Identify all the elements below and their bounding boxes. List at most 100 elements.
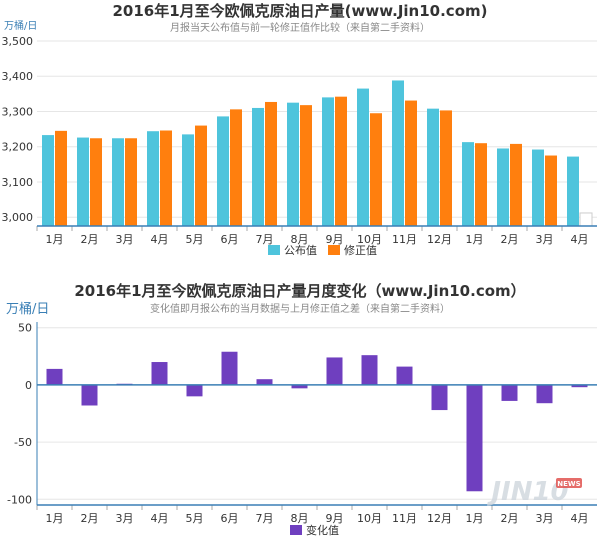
chart1-y-tick: 3,000 [2, 211, 34, 224]
chart2-bar [536, 384, 553, 404]
chart1-bar [370, 113, 382, 226]
chart1-x-tick: 6月 [221, 233, 239, 246]
chart1-y-unit: 万桶/日 [4, 19, 37, 32]
chart2-x-tick: 10月 [357, 512, 382, 525]
chart1-x-tick: 2月 [81, 233, 99, 246]
chart1-bar [300, 105, 312, 226]
chart2-legend: 变化值 [290, 523, 339, 537]
chart1-bar [427, 108, 439, 226]
chart1-title: 2016年1月至今欧佩克原油日产量(www.Jin10.com) [112, 2, 487, 20]
chart1-axis: 3,000 3,100 3,200 3,300 3,400 3,500 1月 2月 3月 4月 5月… [2, 35, 597, 246]
chart1-y-tick: 3,500 [2, 35, 34, 48]
chart2-x-tick: 2月 [501, 512, 519, 525]
chart1-x-tick: 7月 [256, 233, 274, 246]
chart2-bar [326, 357, 343, 385]
chart1-legend: 公布值 修正值 [268, 243, 377, 257]
chart1-x-tick: 9月 [326, 233, 344, 246]
chart2-x-tick: 5月 [186, 512, 204, 525]
chart1-bar [77, 137, 89, 226]
chart1-y-tick: 3,400 [2, 70, 34, 83]
chart2-axis: 50 0 -50 -100 1月 2月 3月 4月 5月 6月 7月 8月 9月 10月 11月 12月 1月 2… [7, 322, 597, 525]
chart1-bar [217, 116, 229, 226]
chart1-bar [405, 100, 417, 226]
chart1-bar [160, 130, 172, 226]
chart2-bar [501, 384, 518, 401]
chart1-bar [182, 134, 194, 226]
chart1-bar [567, 156, 579, 226]
chart1-bar [195, 125, 207, 226]
chart2-bar [221, 351, 238, 385]
chart1-bar [545, 155, 557, 226]
chart2-bar [361, 355, 378, 385]
chart1-legend-label: 公布值 [284, 244, 317, 257]
chart2-x-tick: 7月 [256, 512, 274, 525]
chart1-bar [475, 143, 487, 226]
chart1-bar [230, 109, 242, 226]
chart1-x-tick: 11月 [392, 233, 417, 246]
chart2-x-tick: 6月 [221, 512, 239, 525]
chart1-legend-label: 修正值 [344, 243, 377, 257]
chart2-title: 2016年1月至今欧佩克原油日产量月度变化（www.Jin10.com） [74, 282, 525, 300]
chart1-bar [532, 149, 544, 226]
chart1-x-tick: 2月 [501, 233, 519, 246]
chart2-bar [571, 384, 588, 388]
chart2-x-tick: 1月 [466, 512, 484, 525]
chart2-x-tick: 8月 [291, 512, 309, 525]
chart2-bar [396, 366, 413, 385]
chart2-x-tick: 3月 [536, 512, 554, 525]
chart2-bar [466, 384, 483, 492]
chart1-x-tick: 10月 [357, 233, 382, 246]
chart2-x-tick: 3月 [116, 512, 134, 525]
chart2-bar [431, 384, 448, 411]
chart2-y-unit: 万桶/日 [6, 302, 49, 317]
chart1-bar [335, 96, 347, 226]
chart2-x-tick: 2月 [81, 512, 99, 525]
chart2-x-tick: 1月 [46, 512, 64, 525]
chart1-x-tick: 12月 [427, 233, 452, 246]
jin10-watermark: JIN10 [486, 477, 568, 507]
chart2-x-tick: 11月 [392, 512, 417, 525]
chart2-y-tick: 0 [25, 379, 32, 392]
chart2-x-tick: 12月 [427, 512, 452, 525]
chart2-bar [256, 379, 273, 385]
chart1-bar [287, 102, 299, 226]
chart1-legend-swatch [268, 245, 280, 255]
chart2-x-tick: 4月 [151, 512, 169, 525]
news-badge [556, 478, 582, 488]
chart1-bar-修正值-empty [579, 212, 593, 227]
chart1-x-tick: 3月 [116, 233, 134, 246]
chart2-bar [291, 384, 308, 389]
chart1-bar [252, 107, 264, 226]
chart2-x-tick: 4月 [571, 512, 589, 525]
chart1-legend-swatch [328, 245, 340, 255]
chart1-y-tick: 3,200 [2, 141, 34, 154]
chart2-bar [81, 384, 98, 406]
chart1-bar [265, 101, 277, 226]
chart2-bar [46, 368, 63, 385]
chart2-x-tick: 9月 [326, 512, 344, 525]
chart2-gridlines [37, 327, 597, 500]
chart1-bar [112, 138, 124, 226]
chart2-legend-swatch [290, 525, 302, 535]
chart1-y-tick: 3,100 [2, 176, 34, 189]
news-badge-text: NEWS [557, 480, 580, 488]
chart1-bars [42, 80, 593, 227]
chart2-y-tick: -100 [7, 493, 32, 506]
chart1-x-tick: 1月 [466, 233, 484, 246]
chart1-subtitle: 月报当天公布值与前一轮修正值作比较（来自第二手资料） [170, 21, 430, 34]
chart1-bar [125, 138, 137, 226]
chart1-bar [55, 130, 67, 226]
chart1-bar [462, 142, 474, 226]
chart1-bar [147, 131, 159, 226]
chart1-bar [42, 135, 54, 226]
chart1-x-tick: 4月 [151, 233, 169, 246]
chart1-bar [510, 143, 522, 226]
chart2-bars [46, 351, 588, 492]
chart1-x-tick: 8月 [291, 233, 309, 246]
chart1-bar [322, 97, 334, 226]
chart2-bar [186, 384, 203, 397]
chart1-y-tick: 3,300 [2, 105, 34, 118]
chart1-x-tick: 5月 [186, 233, 204, 246]
chart1-x-tick: 4月 [571, 233, 589, 246]
